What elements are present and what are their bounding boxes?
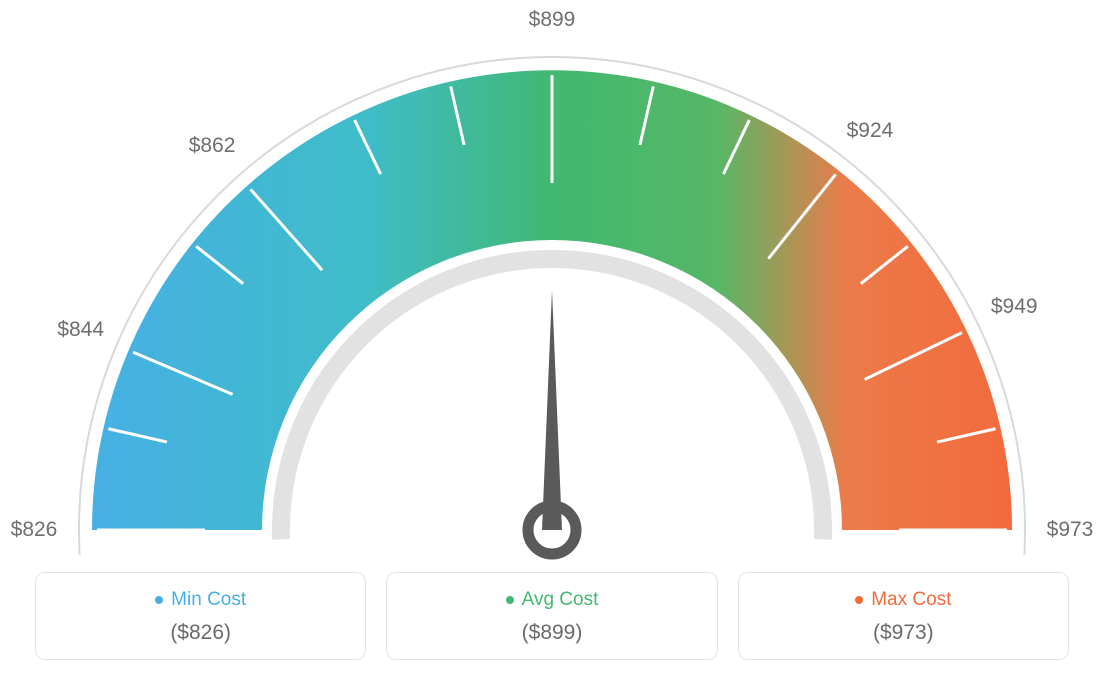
legend-value-min: ($826) [46,621,355,645]
legend-label: Avg Cost [522,589,599,611]
legend-title-min: Min Cost [155,589,246,611]
dot-icon [155,596,163,604]
gauge-svg [0,0,1104,560]
legend-label: Max Cost [871,589,951,611]
gauge-tick-label: $844 [57,318,104,342]
gauge-tick-label: $862 [189,134,236,158]
dot-icon [855,596,863,604]
legend-card-max: Max Cost ($973) [738,572,1069,660]
legend-value-avg: ($899) [397,621,706,645]
legend-title-avg: Avg Cost [506,589,599,611]
legend-value-max: ($973) [749,621,1058,645]
legend-card-avg: Avg Cost ($899) [386,572,717,660]
legend-row: Min Cost ($826) Avg Cost ($899) Max Cost… [35,572,1069,660]
gauge-tick-label: $899 [529,8,576,32]
legend-title-max: Max Cost [855,589,951,611]
cost-gauge-chart: $826 $844 $862 $899 $924 $949 $973 Min Cost ($… [0,0,1104,690]
gauge-area: $826 $844 $862 $899 $924 $949 $973 [0,0,1104,560]
gauge-tick-label: $949 [991,295,1038,319]
legend-label: Min Cost [171,589,246,611]
gauge-tick-label: $924 [847,119,894,143]
legend-card-min: Min Cost ($826) [35,572,366,660]
dot-icon [506,596,514,604]
gauge-tick-label: $826 [11,518,58,542]
gauge-tick-label: $973 [1047,518,1094,542]
